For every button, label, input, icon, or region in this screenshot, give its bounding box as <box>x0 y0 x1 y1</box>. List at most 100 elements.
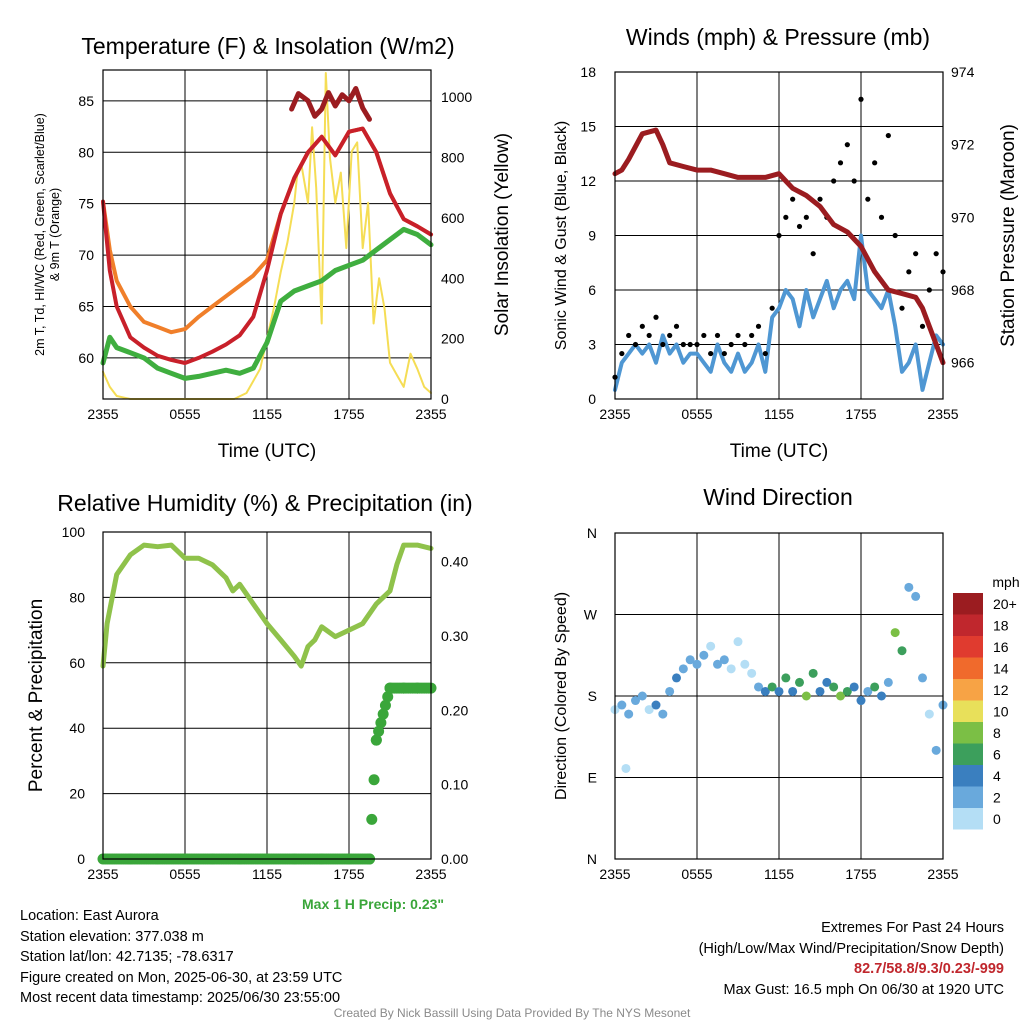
direction-point <box>747 668 757 678</box>
colorbar-swatch <box>953 786 983 808</box>
gust-point <box>810 251 816 257</box>
gust-point <box>687 341 693 348</box>
x-tick-label: 0555 <box>169 406 200 422</box>
direction-point <box>621 763 631 773</box>
direction-point <box>733 637 743 647</box>
gust-point <box>626 332 632 339</box>
direction-point <box>685 655 695 665</box>
station-elevation: Station elevation: 377.038 m <box>20 928 204 945</box>
direction-point <box>740 659 750 669</box>
direction-point <box>760 686 770 696</box>
y2-tick-label: 400 <box>441 270 465 286</box>
y-tick-label: 65 <box>78 298 94 314</box>
y-tick-label: 12 <box>580 173 596 189</box>
x-tick-label: 2355 <box>415 406 446 422</box>
gust-point <box>872 160 878 166</box>
colorbar-swatch <box>953 700 983 722</box>
direction-point <box>754 682 763 692</box>
y2-tick-label: 970 <box>951 209 975 225</box>
y-tick-label: 15 <box>580 119 596 135</box>
x-tick-label: 1155 <box>764 866 794 882</box>
gust-point <box>735 332 741 339</box>
colorbar-swatch <box>953 743 983 765</box>
y-tick-label: 18 <box>580 64 596 80</box>
y2-tick-label: 972 <box>951 137 975 153</box>
direction-point <box>651 700 661 710</box>
extremes-subtitle: (High/Low/Max Wind/Precipitation/Snow De… <box>698 940 1004 957</box>
x-tick-label: 1155 <box>764 406 794 422</box>
gust-point <box>639 323 645 329</box>
y2-tick-label: 800 <box>441 150 465 166</box>
gust-point <box>694 341 700 348</box>
credit-line: Created By Nick Bassill Using Data Provi… <box>333 1006 691 1020</box>
precip-point <box>370 734 382 746</box>
colorbar-label: 2 <box>993 790 1001 806</box>
gust-point <box>796 223 803 230</box>
direction-point <box>624 709 634 719</box>
gust-point <box>913 251 919 257</box>
gust-point <box>680 341 686 348</box>
extremes-info: Extremes For Past 24 Hours (High/Low/Max… <box>699 918 1004 1000</box>
colorbar-label: 12 <box>993 682 1009 698</box>
direction-point <box>801 691 811 701</box>
y-tick-label: 20 <box>69 786 85 802</box>
y-tick-label: 85 <box>78 93 94 109</box>
wind-panel: 2355 0555 1155 1755 235503691215189669689709… <box>553 64 1019 462</box>
gust-point <box>878 214 885 220</box>
x-tick-label: 1155 <box>252 866 282 882</box>
y2-tick-label: 200 <box>441 331 465 347</box>
gust-point <box>721 350 727 357</box>
gust-point <box>817 196 823 202</box>
x-tick-label: 2355 <box>599 866 630 882</box>
direction-point <box>713 659 722 669</box>
direction-point <box>719 655 729 665</box>
y2-axis-label: Solar Insolation (Yellow) <box>492 133 513 336</box>
direction-point <box>699 650 709 660</box>
colorbar-swatch <box>953 765 983 787</box>
direction-point <box>706 641 716 651</box>
gust-point <box>667 332 673 339</box>
direction-point <box>781 673 791 683</box>
direction-point <box>658 709 668 719</box>
gust-point <box>619 350 625 357</box>
plot-frame <box>102 69 432 400</box>
direction-point <box>726 664 736 674</box>
gust-point <box>673 323 680 329</box>
speed-colorbar: mph 20+ 18 16 14 12 10 8 6 4 2 0 <box>953 574 1020 830</box>
precip-point <box>368 774 380 786</box>
gust-point <box>790 196 796 202</box>
y-axis-label: Sonic Wind & Gust (Blue, Black) <box>553 121 570 350</box>
precip-point <box>379 699 391 711</box>
precip-point <box>366 813 378 825</box>
y-axis-label-line2: & 9m T (Orange) <box>48 188 62 281</box>
x-tick-label: 2355 <box>927 866 958 882</box>
recent-timestamp: Most recent data timestamp: 2025/06/30 2… <box>20 990 341 1006</box>
direction-point <box>631 696 640 706</box>
direction-point <box>836 691 845 701</box>
x-tick-label: 1755 <box>845 866 876 882</box>
direction-point <box>672 673 681 683</box>
y-axis-label: 2m T, Td, HI/WC (Red, Green, Scarlet/Blu… <box>33 113 47 356</box>
humidity-panel: 2355 0555 1155 1755 23550204060801000.000.10… <box>26 524 468 882</box>
direction-point <box>849 682 859 692</box>
gust-point <box>803 214 809 220</box>
x-tick-label: 1155 <box>252 406 282 422</box>
y-tick-label: 6 <box>588 282 596 298</box>
gust-point <box>844 142 850 148</box>
colorbar-label: 16 <box>993 639 1009 655</box>
x-tick-label: 2355 <box>927 406 958 422</box>
plot-frame <box>102 531 432 860</box>
gust-point <box>762 350 768 357</box>
gust-point <box>653 314 659 320</box>
y-tick-label: 60 <box>78 350 94 366</box>
gust-point <box>933 251 939 257</box>
x-tick-label: 1755 <box>333 406 364 422</box>
colorbar-swatch <box>953 614 983 636</box>
colorbar-label: 0 <box>993 811 1001 827</box>
y2-tick-label: 600 <box>441 210 465 226</box>
y2-tick-label: 1000 <box>441 89 472 105</box>
y-tick-label: 70 <box>78 247 94 263</box>
x-tick-label: 0555 <box>169 866 200 882</box>
direction-point <box>897 646 907 656</box>
